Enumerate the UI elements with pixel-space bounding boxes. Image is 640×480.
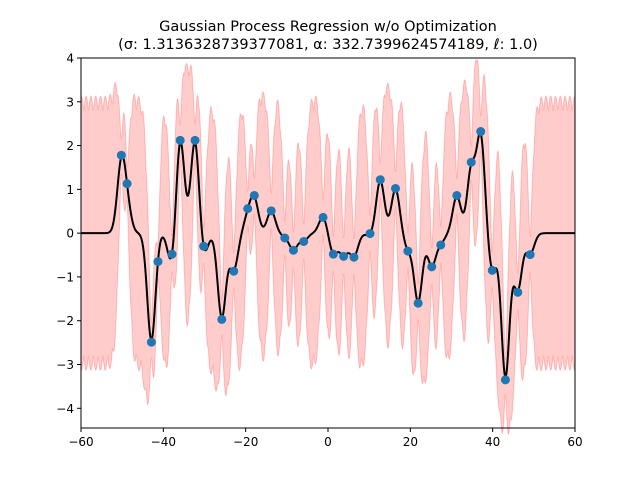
data-point <box>288 245 298 255</box>
y-tick-label: −4 <box>56 402 74 416</box>
data-point <box>229 266 239 276</box>
data-point <box>427 262 437 272</box>
chart-subtitle: (σ: 1.3136328739377081, α: 332.739962457… <box>118 37 538 53</box>
y-tick-label: −1 <box>56 270 74 284</box>
data-point <box>513 287 523 297</box>
data-point <box>299 236 309 246</box>
data-point <box>122 179 132 189</box>
data-point <box>476 127 486 137</box>
y-tick-label: −3 <box>56 358 74 372</box>
data-point <box>466 157 476 167</box>
data-point <box>266 206 276 216</box>
data-point <box>116 150 126 160</box>
data-point <box>436 240 446 250</box>
data-point <box>249 190 259 200</box>
y-tick-label: 4 <box>66 52 74 66</box>
data-point <box>525 250 535 260</box>
y-tick-label: −2 <box>56 314 74 328</box>
axes: −60 −40 −20 0 20 40 60 −4 −3 −2 −1 0 1 2 3 4 <box>56 52 582 450</box>
y-tick-label: 0 <box>66 227 74 241</box>
data-point <box>365 229 375 239</box>
x-tick-label: −40 <box>151 435 176 449</box>
data-point <box>487 265 497 275</box>
y-tick-label: 3 <box>66 95 74 109</box>
data-point <box>146 337 156 347</box>
data-point <box>243 204 253 214</box>
data-point <box>167 249 177 259</box>
data-point <box>199 241 209 251</box>
data-point <box>339 251 349 261</box>
x-tick-label: 20 <box>403 435 418 449</box>
y-tick-label: 1 <box>66 183 74 197</box>
x-tick-label: −60 <box>68 435 93 449</box>
data-point <box>217 314 227 324</box>
data-point <box>349 252 359 262</box>
data-point <box>403 246 413 256</box>
x-tick-label: 40 <box>485 435 500 449</box>
x-tick-label: 0 <box>324 435 332 449</box>
data-point <box>413 298 423 308</box>
plot-area <box>80 58 576 436</box>
data-point <box>375 175 385 185</box>
chart-title: Gaussian Process Regression w/o Optimiza… <box>159 19 497 35</box>
y-tick-label: 2 <box>66 139 74 153</box>
data-point <box>500 375 510 385</box>
x-tick-label: −20 <box>233 435 258 449</box>
x-tick-label: 60 <box>567 435 582 449</box>
data-point <box>318 212 328 222</box>
data-point <box>452 190 462 200</box>
data-point <box>190 135 200 145</box>
data-point <box>153 257 163 267</box>
data-point <box>175 135 185 145</box>
data-point <box>328 249 338 259</box>
data-point <box>391 183 401 193</box>
data-point <box>280 233 290 243</box>
